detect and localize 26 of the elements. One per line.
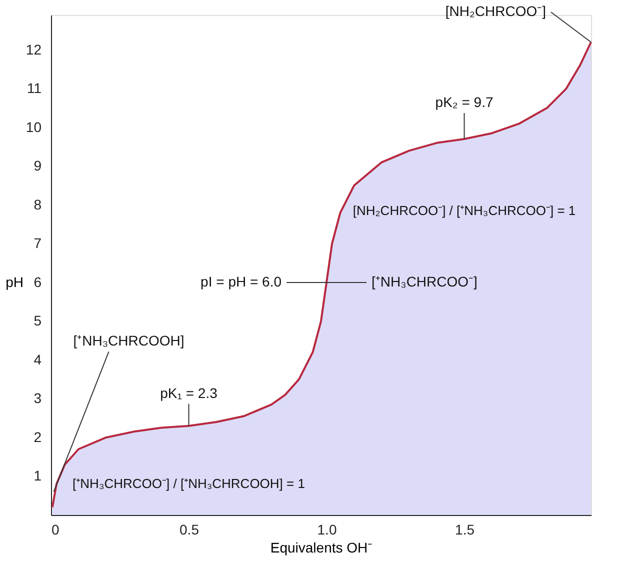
x-tick-label: 1.0 (317, 522, 337, 538)
y-tick-label: 1 (34, 468, 42, 484)
annotation: [NH₂CHRCOO⁻] (445, 3, 546, 20)
y-tick-label: 12 (26, 41, 42, 58)
y-tick-label: 4 (34, 351, 42, 368)
annotation: pK₁ = 2.3 (160, 384, 218, 401)
x-axis-title: Equivalents OH⁻ (270, 540, 373, 556)
annotation: [⁺NH₃CHRCOO⁻] (372, 273, 478, 290)
annotation: [⁺NH₃CHRCOO⁻] / [⁺NH₃CHRCOOH] = 1 (72, 476, 305, 491)
y-tick-label: 3 (34, 390, 42, 406)
y-tick-label: 9 (34, 158, 42, 174)
y-tick-label: 6 (34, 274, 42, 290)
y-tick-label: 2 (34, 428, 42, 445)
x-tick-label: 1.5 (455, 522, 475, 538)
annotation: pK₂ = 9.7 (435, 94, 494, 110)
x-tick-label: 0.5 (180, 522, 200, 538)
y-axis-title: pH (6, 274, 24, 290)
y-tick-label: 8 (34, 196, 42, 212)
y-tick-label: 5 (34, 312, 42, 329)
annotation: pI = pH = 6.0 (200, 273, 282, 290)
y-tick-label: 7 (34, 235, 42, 252)
y-tick-label: 10 (26, 118, 42, 135)
annotation: [⁺NH₃CHRCOOH] (73, 332, 184, 349)
y-tick-label: 11 (26, 80, 42, 96)
annotation: [NH₂CHRCOO⁻] / [⁺NH₃CHRCOO⁻] = 1 (352, 203, 576, 218)
x-tick-label: 0 (52, 522, 60, 538)
